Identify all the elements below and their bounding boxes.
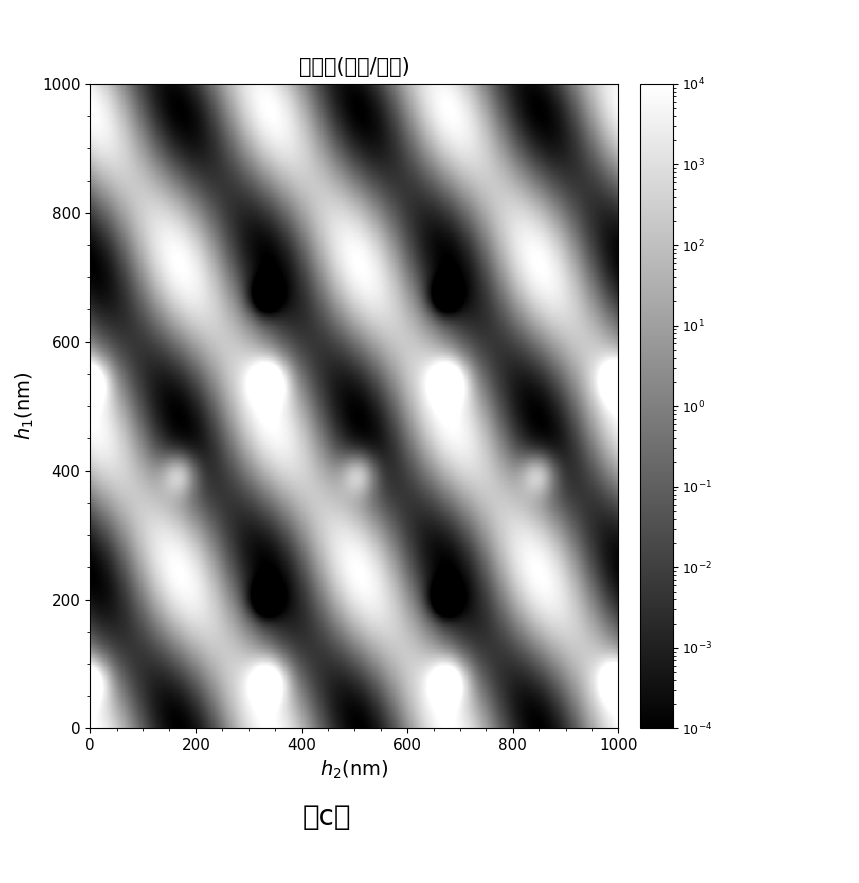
Y-axis label: $h_1$(nm): $h_1$(nm) — [14, 372, 36, 441]
Text: （c）: （c） — [302, 803, 350, 831]
Title: 消光比(向右/向左): 消光比(向右/向左) — [299, 57, 410, 77]
X-axis label: $h_2$(nm): $h_2$(nm) — [320, 758, 388, 781]
